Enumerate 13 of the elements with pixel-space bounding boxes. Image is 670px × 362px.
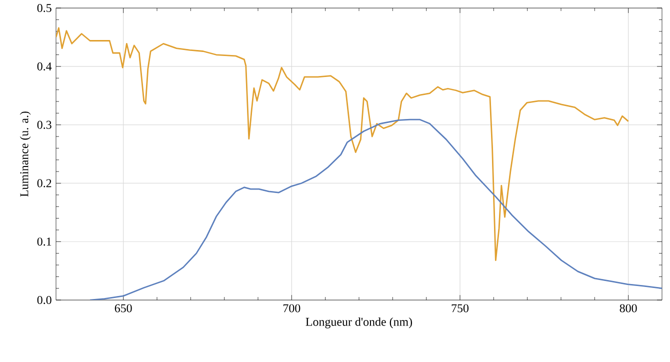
x-tick-label: 700 [283, 304, 300, 312]
y-tick-label: 0.5 [37, 4, 52, 12]
y-tick-label: 0.3 [37, 120, 52, 129]
y-tick-label: 0.4 [37, 62, 52, 70]
x-axis-title: Longueur d'onde (nm) [306, 317, 412, 328]
y-tick-label: 0.0 [37, 296, 52, 304]
y-axis-title: Luminance (u. a.) [20, 112, 31, 197]
x-tick-label: 650 [114, 304, 132, 312]
line-series [89, 118, 662, 300]
x-tick-label: 800 [620, 304, 637, 312]
y-tick-label: 0.1 [37, 238, 52, 246]
y-tick-label: 0.2 [37, 179, 52, 188]
x-tick-label: 750 [452, 304, 469, 312]
